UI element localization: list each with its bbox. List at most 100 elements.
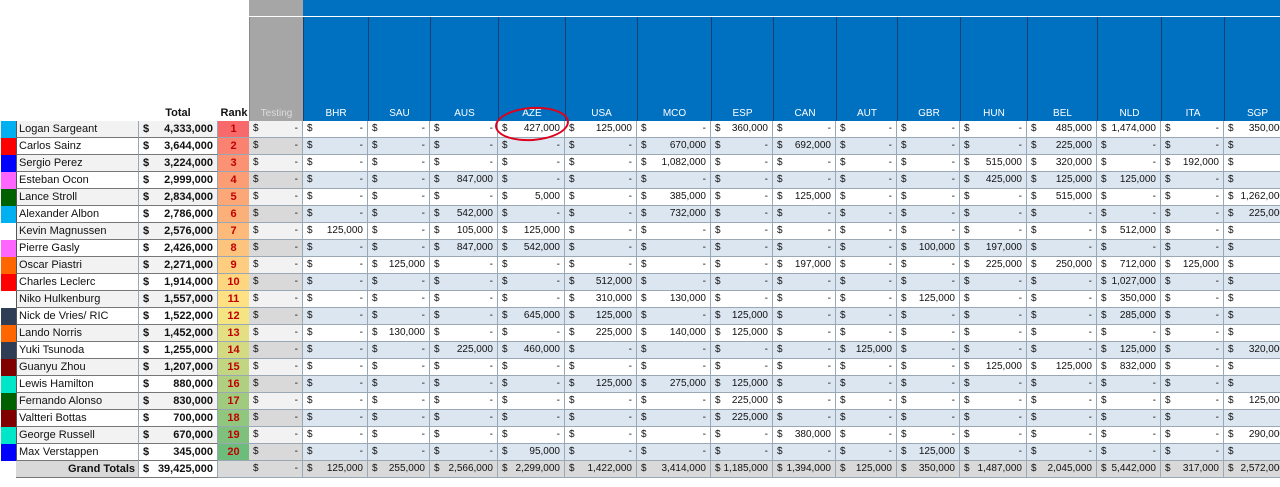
- money-cell[interactable]: $197,000: [773, 257, 836, 274]
- driver-total[interactable]: $1,255,000: [139, 342, 218, 359]
- money-cell[interactable]: $225,000: [1224, 206, 1280, 223]
- money-cell[interactable]: $-: [368, 240, 430, 257]
- money-cell[interactable]: $460,000: [498, 342, 565, 359]
- column-header-esp[interactable]: ESP: [711, 17, 773, 121]
- money-cell[interactable]: $-: [897, 393, 960, 410]
- money-cell[interactable]: $-: [836, 155, 897, 172]
- money-cell[interactable]: $-: [1224, 308, 1280, 325]
- driver-rank[interactable]: 20: [218, 444, 250, 461]
- column-header-gbr[interactable]: GBR: [897, 17, 960, 121]
- money-cell[interactable]: $-: [897, 427, 960, 444]
- money-cell[interactable]: $-: [565, 427, 637, 444]
- money-cell[interactable]: $-: [836, 325, 897, 342]
- money-cell[interactable]: $-: [836, 376, 897, 393]
- money-cell[interactable]: $-: [773, 359, 836, 376]
- column-header-aut[interactable]: AUT: [836, 17, 897, 121]
- money-cell[interactable]: $285,000: [1097, 308, 1161, 325]
- money-cell[interactable]: $-: [1224, 410, 1280, 427]
- money-cell[interactable]: $-: [1161, 359, 1224, 376]
- money-cell[interactable]: $-: [711, 427, 773, 444]
- money-cell[interactable]: $100,000: [897, 240, 960, 257]
- money-cell[interactable]: $2,566,000: [430, 461, 498, 478]
- money-cell[interactable]: $-: [1027, 206, 1097, 223]
- money-cell[interactable]: $427,000: [498, 121, 565, 138]
- money-cell[interactable]: $-: [430, 393, 498, 410]
- column-header-sgp[interactable]: SGP: [1224, 17, 1280, 121]
- money-cell[interactable]: $-: [303, 427, 368, 444]
- money-cell[interactable]: $-: [498, 376, 565, 393]
- money-cell[interactable]: $-: [368, 274, 430, 291]
- money-cell[interactable]: $-: [498, 206, 565, 223]
- driver-name[interactable]: Lando Norris: [16, 325, 139, 342]
- money-cell[interactable]: $125,000: [897, 444, 960, 461]
- money-cell[interactable]: $-: [1161, 206, 1224, 223]
- money-cell[interactable]: $-: [249, 376, 303, 393]
- money-cell[interactable]: $130,000: [368, 325, 430, 342]
- driver-rank[interactable]: 15: [218, 359, 250, 376]
- money-cell[interactable]: $-: [1097, 155, 1161, 172]
- money-cell[interactable]: $-: [1224, 223, 1280, 240]
- money-cell[interactable]: $-: [1161, 376, 1224, 393]
- money-cell[interactable]: $-: [1097, 393, 1161, 410]
- money-cell[interactable]: $125,000: [1027, 172, 1097, 189]
- driver-total[interactable]: $830,000: [139, 393, 218, 410]
- column-header-sau[interactable]: SAU: [368, 17, 430, 121]
- driver-name[interactable]: Esteban Ocon: [16, 172, 139, 189]
- money-cell[interactable]: $-: [897, 308, 960, 325]
- money-cell[interactable]: $-: [1027, 308, 1097, 325]
- money-cell[interactable]: $-: [773, 291, 836, 308]
- money-cell[interactable]: $-: [430, 376, 498, 393]
- driver-total[interactable]: $2,999,000: [139, 172, 218, 189]
- money-cell[interactable]: $-: [249, 444, 303, 461]
- money-cell[interactable]: $125,000: [498, 223, 565, 240]
- money-cell[interactable]: $-: [1224, 274, 1280, 291]
- money-cell[interactable]: $-: [773, 223, 836, 240]
- money-cell[interactable]: $1,262,000: [1224, 189, 1280, 206]
- money-cell[interactable]: $-: [1097, 138, 1161, 155]
- grand-total-value[interactable]: $39,425,000: [139, 461, 218, 478]
- driver-total[interactable]: $2,426,000: [139, 240, 218, 257]
- money-cell[interactable]: $-: [836, 444, 897, 461]
- driver-rank[interactable]: 6: [218, 206, 250, 223]
- money-cell[interactable]: $515,000: [1027, 189, 1097, 206]
- money-cell[interactable]: $-: [498, 257, 565, 274]
- money-cell[interactable]: $380,000: [773, 427, 836, 444]
- money-cell[interactable]: $-: [897, 172, 960, 189]
- money-cell[interactable]: $-: [1027, 444, 1097, 461]
- money-cell[interactable]: $-: [1027, 427, 1097, 444]
- money-cell[interactable]: $-: [1097, 376, 1161, 393]
- money-cell[interactable]: $125,000: [303, 223, 368, 240]
- money-cell[interactable]: $-: [368, 342, 430, 359]
- money-cell[interactable]: $-: [711, 359, 773, 376]
- money-cell[interactable]: $-: [836, 172, 897, 189]
- money-cell[interactable]: $-: [773, 240, 836, 257]
- money-cell[interactable]: $-: [430, 274, 498, 291]
- money-cell[interactable]: $125,000: [1224, 393, 1280, 410]
- money-cell[interactable]: $-: [249, 291, 303, 308]
- money-cell[interactable]: $-: [711, 291, 773, 308]
- money-cell[interactable]: $832,000: [1097, 359, 1161, 376]
- driver-rank[interactable]: 4: [218, 172, 250, 189]
- driver-name[interactable]: Yuki Tsunoda: [16, 342, 139, 359]
- money-cell[interactable]: $-: [1224, 138, 1280, 155]
- driver-total[interactable]: $1,557,000: [139, 291, 218, 308]
- money-cell[interactable]: $-: [303, 240, 368, 257]
- money-cell[interactable]: $-: [960, 206, 1027, 223]
- driver-name[interactable]: Max Verstappen: [16, 444, 139, 461]
- money-cell[interactable]: $-: [498, 410, 565, 427]
- money-cell[interactable]: $-: [960, 291, 1027, 308]
- money-cell[interactable]: $-: [368, 376, 430, 393]
- money-cell[interactable]: $-: [303, 155, 368, 172]
- money-cell[interactable]: $485,000: [1027, 121, 1097, 138]
- column-header-ita[interactable]: ITA: [1161, 17, 1224, 121]
- driver-total[interactable]: $1,452,000: [139, 325, 218, 342]
- money-cell[interactable]: $-: [565, 393, 637, 410]
- money-cell[interactable]: $-: [368, 444, 430, 461]
- money-cell[interactable]: $-: [1161, 172, 1224, 189]
- money-cell[interactable]: $-: [1097, 325, 1161, 342]
- driver-total[interactable]: $2,271,000: [139, 257, 218, 274]
- money-cell[interactable]: $512,000: [565, 274, 637, 291]
- money-cell[interactable]: $-: [836, 206, 897, 223]
- driver-rank[interactable]: 10: [218, 274, 250, 291]
- money-cell[interactable]: $-: [1097, 189, 1161, 206]
